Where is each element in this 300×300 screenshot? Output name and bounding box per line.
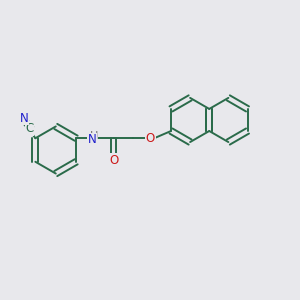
Text: O: O — [146, 132, 155, 145]
Text: H: H — [90, 131, 98, 141]
Text: N: N — [88, 133, 97, 146]
Text: C: C — [26, 122, 34, 135]
Text: N: N — [20, 112, 28, 125]
Text: O: O — [109, 154, 118, 167]
